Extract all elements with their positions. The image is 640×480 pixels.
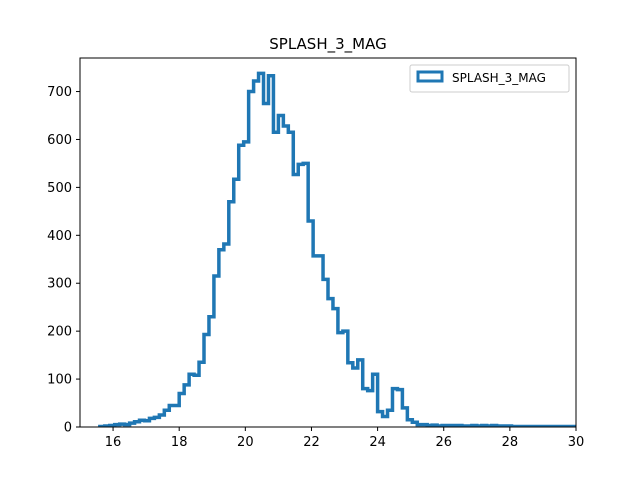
- legend: SPLASH_3_MAG: [409, 64, 570, 93]
- legend-label: SPLASH_3_MAG: [452, 71, 546, 85]
- y-tick-label: 100: [47, 373, 72, 388]
- plot-area: [98, 71, 576, 427]
- x-tick-label: 30: [568, 435, 585, 450]
- y-tick-label: 600: [47, 133, 72, 148]
- x-tick-label: 22: [303, 435, 320, 450]
- legend-swatch: [416, 70, 444, 83]
- y-tick-label: 300: [47, 277, 72, 292]
- legend-frame: [409, 64, 570, 93]
- x-tick-label: 16: [105, 435, 122, 450]
- y-tick-label: 0: [64, 421, 72, 436]
- y-tick-label: 400: [47, 229, 72, 244]
- x-tick-label: 20: [237, 435, 254, 450]
- axes-frame: [79, 57, 577, 428]
- histogram-step-line: [98, 71, 576, 427]
- x-tick-label: 28: [502, 435, 519, 450]
- x-tick-label: 18: [171, 435, 188, 450]
- chart-title: SPLASH_3_MAG: [269, 35, 386, 54]
- x-tick-label: 24: [369, 435, 386, 450]
- y-tick-label: 500: [47, 181, 72, 196]
- y-tick-label: 200: [47, 325, 72, 340]
- y-tick-label: 700: [47, 85, 72, 100]
- x-tick-label: 26: [435, 435, 452, 450]
